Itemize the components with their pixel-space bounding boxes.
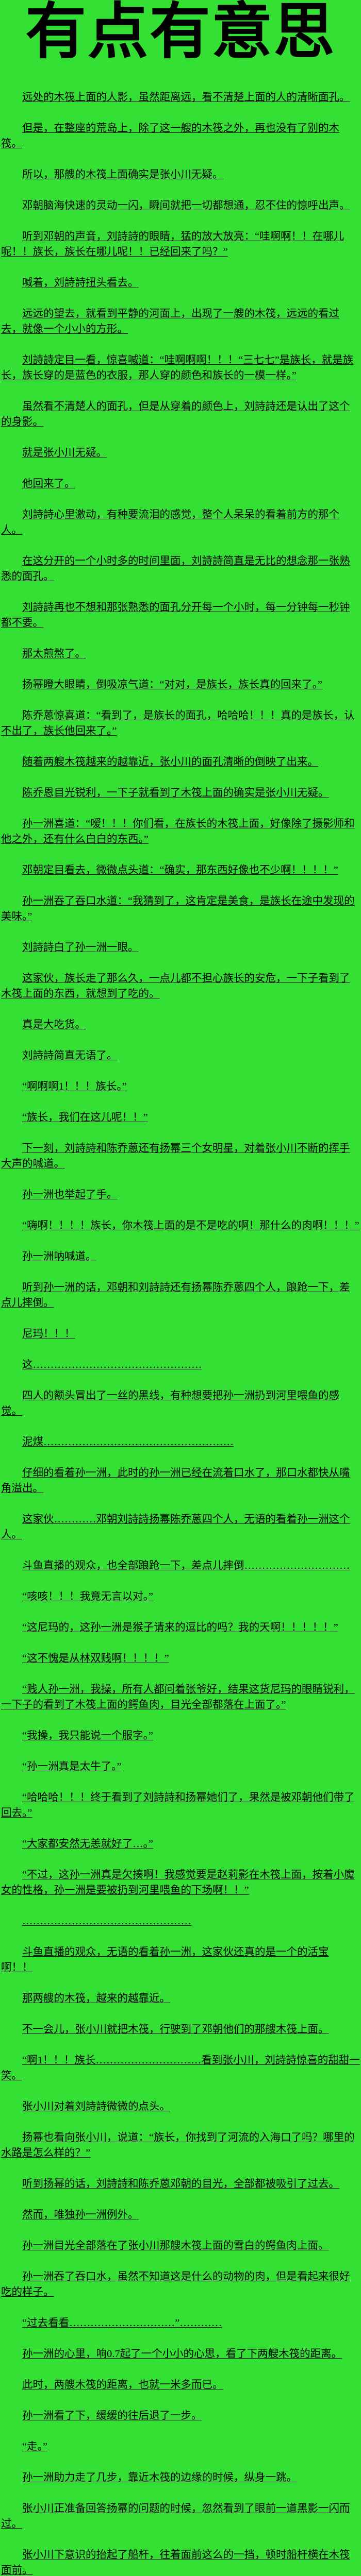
- novel-paragraph: 张小川正准备回答扬幂的问题的时候，忽然看到了眼前一道黑影一闪而过。: [1, 2503, 350, 2530]
- novel-paragraph: 刘詩詩定目一看，惊喜喊道：“哇啊啊啊！！！“三七七”是族长，就是族长，族长穿的是…: [1, 354, 354, 381]
- novel-paragraph: …………………………………………: [22, 1916, 191, 1927]
- novel-paragraph: 邓朝定目看去，微微点头道：“确实，那东西好像也不少啊！！！！”: [22, 865, 338, 876]
- novel-paragraph: 然而，唯独孙一洲例外。: [22, 2209, 139, 2221]
- banner-gap: [0, 74, 361, 90]
- novel-paragraph: 四人的额头冒出了一丝的黑线，有种想要把孙一洲扔到河里喂鱼的感觉。: [1, 1390, 339, 1417]
- novel-paragraph: 就是张小川无疑。: [22, 447, 107, 459]
- novel-paragraph: 斗鱼直播的观众，无语的看着孙一洲，这家伙还真的是一个的活宝啊！！: [1, 1946, 329, 1973]
- novel-paragraph: 孙一洲呐喊道。: [22, 1251, 96, 1262]
- novel-paragraph: 斗鱼直播的观众，也全部踉跄一下，差点儿摔倒…………………………: [22, 1560, 350, 1571]
- novel-paragraph: 泥煤………………………………………………: [22, 1436, 234, 1448]
- novel-paragraph: 孙一洲目光全部落在了张小川那艘木筏上面的雪白的鳄鱼肉上面。: [22, 2240, 329, 2251]
- novel-paragraph: 所以，那艘的木筏上面确实是张小川无疑。: [22, 169, 223, 180]
- novel-body: 远处的木筏上面的人影，虽然距离远，看不清楚上面的人的清晰面孔。但是，在整座的荒岛…: [0, 90, 361, 2576]
- novel-paragraph: 孙一洲看了下，缓缓的往后退了一步。: [22, 2410, 202, 2421]
- novel-paragraph: 陈乔蒽惊喜道：“看到了，是族长的面孔，哈哈哈！！！真的是族长，认不出了，族长他回…: [1, 710, 355, 737]
- novel-paragraph: 远处的木筏上面的人影，虽然距离远，看不清楚上面的人的清晰面孔。: [22, 92, 350, 103]
- novel-paragraph: “哈哈哈！！！终于看到了刘詩詩和扬幂她们了，果然是被邓朝他们带了回去。”: [1, 1792, 355, 1819]
- novel-paragraph: 随着两艘木筏越来的越靠近，张小川的面孔清晰的倒映了出来。: [22, 756, 318, 768]
- novel-paragraph: 张小川对着刘詩詩微微的点头。: [22, 2101, 170, 2112]
- novel-paragraph: “走。”: [22, 2441, 47, 2452]
- novel-paragraph: 那两艘的木筏，越来的越靠近。: [22, 1993, 170, 2004]
- novel-paragraph: “这不愧是从林双贱啊！！！！”: [22, 1653, 169, 1664]
- novel-paragraph: “啊1！！！族长…………………………看到张小川，刘詩詩惊喜的甜甜一笑。: [1, 2055, 360, 2081]
- novel-paragraph: “这尼玛的，这孙一洲是猴子请来的逗比的吗？我的天啊！！！！！”: [22, 1622, 338, 1633]
- novel-paragraph: “不过，这孙一洲真是欠揍啊！我感觉要是赵莉影在木筏上面，按着小魔女的性格，孙一洲…: [1, 1869, 355, 1896]
- novel-paragraph: 邓朝脑海快速的灵动一闪，瞬间就把一切都想通，忍不住的惊呼出声。: [22, 200, 350, 211]
- novel-paragraph: 这家伙…………邓朝刘詩詩扬幂陈乔蒽四个人，无语的看着孙一洲这个人。: [1, 1514, 350, 1540]
- novel-paragraph: “我操，我只能说一个服字。”: [22, 1730, 153, 1741]
- novel-paragraph: 听到扬幂的话，刘詩詩和陈乔蒽邓朝的目光，全部都被吸引了过去。: [22, 2178, 339, 2190]
- novel-paragraph: 此时，两艘木筏的距离，也就一米多而已。: [22, 2379, 223, 2391]
- novel-paragraph: “过去看看…………………………”…………: [22, 2317, 222, 2329]
- novel-paragraph: “族长，我们在这儿呢！！”: [22, 1112, 148, 1123]
- novel-paragraph: 不一会儿，张小川就把木筏，行驶到了邓朝他们的那艘木筏上面。: [22, 2024, 329, 2035]
- novel-paragraph: 喊着，刘詩詩扭头看去。: [22, 277, 139, 289]
- novel-paragraph: 下一刻，刘詩詩和陈乔蒽还有扬幂三个女明星，对着张小川不断的挥手大声的喊道。: [1, 1143, 350, 1170]
- novel-paragraph: 孙一洲助力走了几步，靠近木筏的边缘的时候，纵身一跳。: [22, 2472, 297, 2483]
- novel-paragraph: 孙一洲吞了吞口水，虽然不知道这是什么的动物的肉，但是看起来很好吃的样子。: [1, 2271, 350, 2298]
- novel-paragraph: “大家都安然无恙就好了…。”: [22, 1838, 153, 1850]
- novel-paragraph: 扬幂瞪大眼睛，倒吸凉气道：“对对，是族长，族长真的回来了。”: [22, 679, 322, 690]
- novel-paragraph: 远远的望去，就看到平静的河面上，出现了一艘的木筏，远远的看过去，就像一个小小的方…: [1, 308, 339, 335]
- novel-paragraph: 刘詩詩再也不想和那张熟悉的面孔分开每一个小时，每一分钟每一秒钟都不要。: [1, 602, 350, 629]
- novel-paragraph: “嗨啊！！！！族长，你木筏上面的是不是吃的啊！那什么的肉啊！！！”: [22, 1220, 359, 1231]
- novel-paragraph: 孙一洲吞了吞口水道：“我猜到了，这肯定是美食，是族长在途中发现的美味。”: [1, 895, 355, 922]
- novel-paragraph: 但是，在整座的荒岛上，除了这一艘的木筏之外，再也没有了别的木筏。: [1, 123, 339, 149]
- novel-paragraph: 听到孙一洲的话，邓朝和刘詩詩还有扬幂陈乔蒽四个人，踉跄一下，差点儿摔倒。: [1, 1282, 350, 1309]
- novel-paragraph: 孙一洲的心里，响0.7起了一个小小的心思，看了下两艘木筏的距离。: [22, 2348, 342, 2360]
- novel-paragraph: 张小川下意识的抬起了船杆，往着面前这么的一挡，顿时船杆横在木筏面前。: [1, 2549, 350, 2576]
- novel-paragraph: 那太煎熬了。: [22, 648, 86, 659]
- novel-paragraph: 陈乔恩目光锐利，一下子就看到了木筏上面的确实是张小川无疑。: [22, 787, 329, 799]
- novel-paragraph: “贱人孙一洲，我操，所有人都问着张爷好，结果这货尼玛的眼睛锐利，一下子的看到了木…: [1, 1684, 355, 1710]
- novel-paragraph: 刘詩詩简直无语了。: [22, 1050, 118, 1061]
- novel-paragraph: 孙一洲喜道：“嗳！！！你们看，在族长的木筏上面，好像除了摄影师和他之外，还有什么…: [1, 818, 355, 845]
- novel-paragraph: 尼玛！！！: [22, 1328, 75, 1340]
- novel-paragraph: “孙一洲真是太牛了。”: [22, 1761, 122, 1772]
- novel-paragraph: 这…………………………………………: [22, 1359, 202, 1370]
- novel-paragraph: 刘詩詩白了孙一洲一眼。: [22, 942, 139, 953]
- novel-paragraph: 真是大吃货。: [22, 1019, 86, 1030]
- novel-paragraph: “啊啊啊1！！！族长。”: [22, 1081, 127, 1092]
- novel-paragraph: 刘詩詩心里激动，有种要流泪的感觉，整个人呆呆的看着前方的那个人。: [1, 509, 339, 536]
- novel-paragraph: 扬幂也看向张小川，说道：“族长，你找到了河流的入海口了吗？哪里的水路是怎么样的？…: [1, 2132, 355, 2159]
- novel-paragraph: 孙一洲也举起了手。: [22, 1189, 118, 1200]
- novel-paragraph: 虽然看不清楚人的面孔，但是从穿着的颜色上，刘詩詩还是认出了这个的身影。: [1, 401, 350, 428]
- novel-paragraph: 他回来了。: [22, 478, 75, 489]
- novel-paragraph: 这家伙，族长走了那么久，一点儿都不担心族长的安危，一下子看到了木筏上面的东西，就…: [1, 973, 350, 999]
- novel-paragraph: 听到邓朝的声音，刘詩詩的眼睛，猛的放大放亮：“哇啊啊！！在哪儿呢！！族长，族长在…: [1, 231, 344, 258]
- novel-paragraph: 在这分开的一个小时多的时间里面，刘詩詩简直是无比的想念那一张熟悉的面孔。: [1, 555, 350, 582]
- novel-paragraph: “咳咳！！！我竟无言以对。”: [22, 1591, 153, 1602]
- page-banner-title-top: 有点有意思: [25, 0, 336, 67]
- novel-paragraph: 仔细的看着孙一洲，此时的孙一洲已经在流着口水了，那口水都快从嘴角溢出。: [1, 1467, 350, 1494]
